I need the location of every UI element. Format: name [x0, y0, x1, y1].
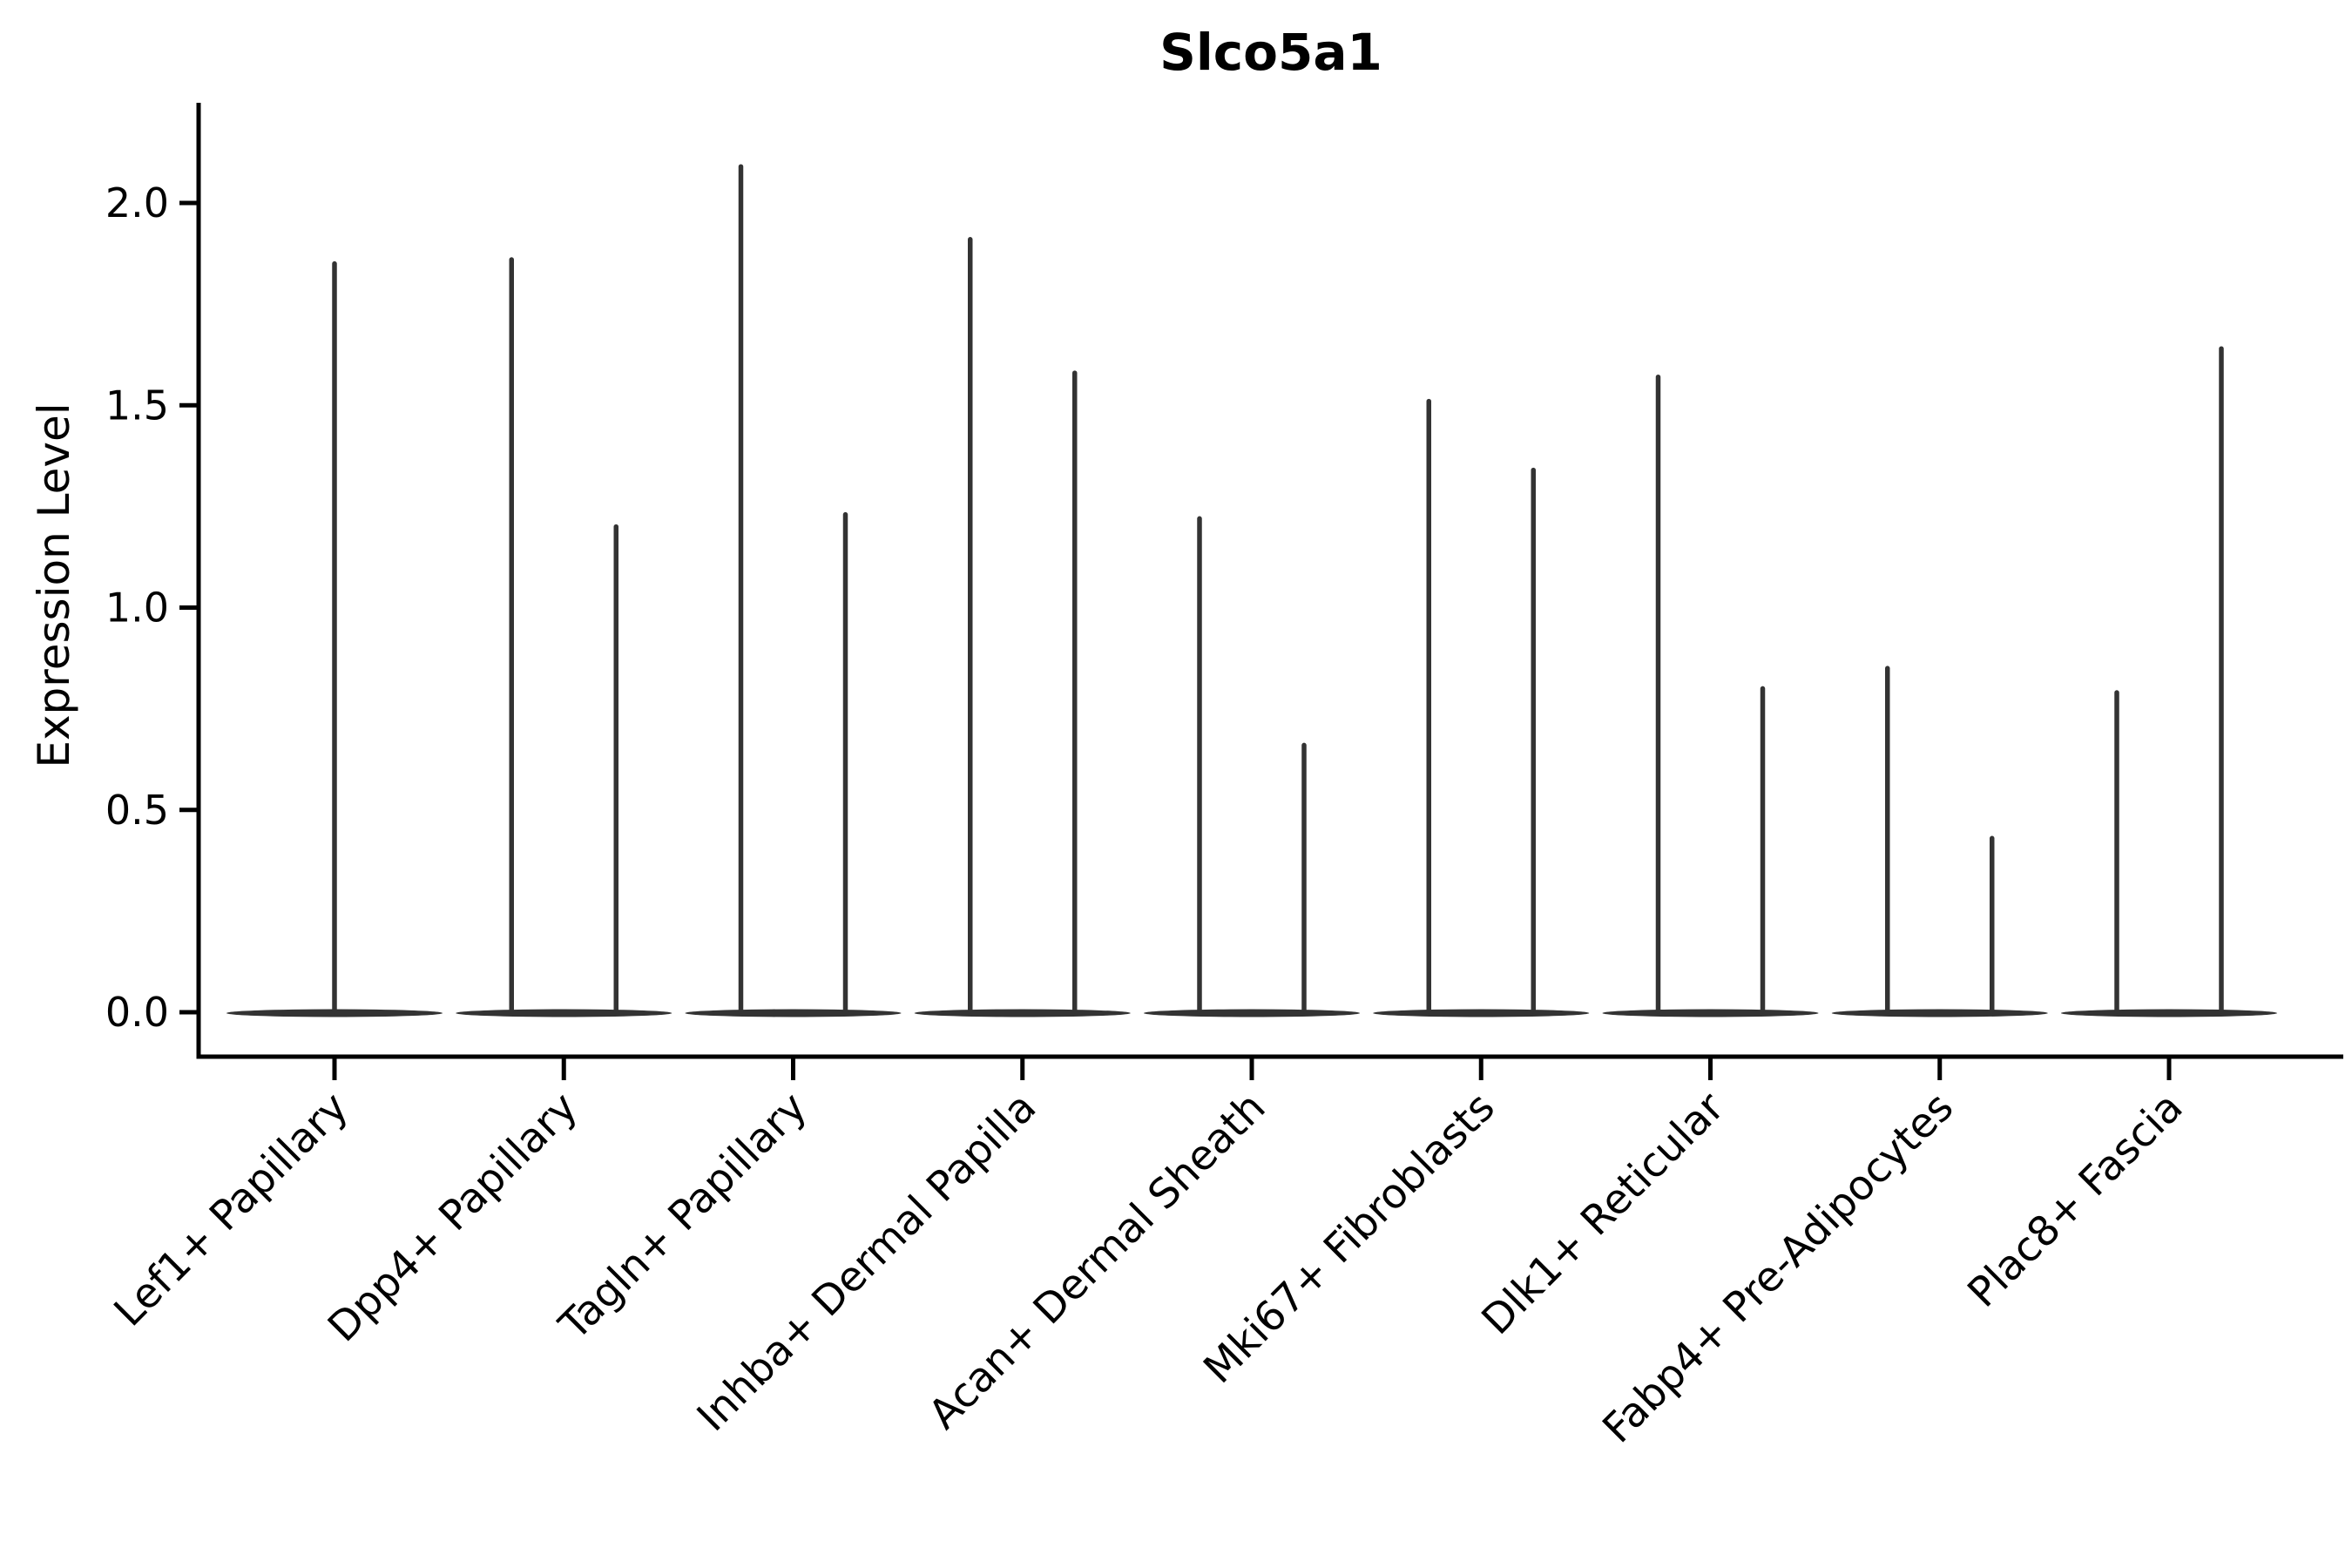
violin-base — [2061, 1009, 2277, 1017]
violin-base — [685, 1009, 902, 1017]
y-tick-label: 2.0 — [105, 179, 169, 226]
x-tick-label: Lef1+ Papillary — [105, 1084, 358, 1336]
chart-title: Slco5a1 — [1159, 23, 1382, 82]
violin-base — [914, 1009, 1131, 1017]
y-tick-label: 0.5 — [105, 787, 169, 834]
violin-base — [1144, 1009, 1360, 1017]
violin-base — [1373, 1009, 1590, 1017]
violin-base — [456, 1009, 672, 1017]
y-tick-label: 1.0 — [105, 585, 169, 632]
violin-base — [1831, 1009, 2048, 1017]
x-tick-label: Tagln+ Papillary — [550, 1084, 816, 1350]
y-tick-label: 0.0 — [105, 989, 169, 1036]
x-tick-label: Dpp4+ Papillary — [319, 1084, 587, 1352]
y-tick-label: 1.5 — [105, 382, 169, 429]
x-tick-label: Plac8+ Fascia — [1959, 1084, 2193, 1317]
violin-base — [1602, 1009, 1819, 1017]
x-tick-label: Dlk1+ Reticular — [1473, 1083, 1734, 1344]
